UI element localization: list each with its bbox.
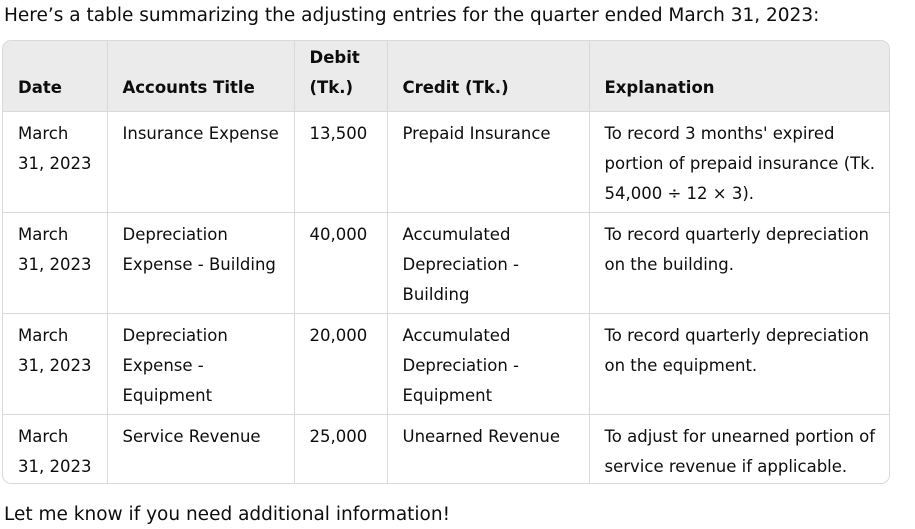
adjusting-entries-table: Date Accounts Title Debit (Tk.) Credit (… [2,40,890,484]
table-row: March 31, 2023 Service Revenue 25,000 Un… [3,414,889,483]
cell-debit: 13,500 [294,111,388,213]
header-date: Date [3,41,108,112]
cell-debit: 25,000 [294,414,388,483]
cell-debit: 20,000 [294,313,388,415]
cell-explanation: To adjust for unearned portion of servic… [604,426,876,476]
header-explanation: Explanation [589,41,889,112]
table-header-row: Date Accounts Title Debit (Tk.) Credit (… [3,41,889,112]
cell-date: March 31, 2023 [3,414,108,483]
header-credit: Credit (Tk.) [387,41,590,112]
table-row: March 31, 2023 Depreciation Expense - Bu… [3,212,889,314]
cell-account: Service Revenue [107,414,295,483]
table-row: March 31, 2023 Depreciation Expense - Eq… [3,313,889,415]
header-accounts-title: Accounts Title [107,41,295,112]
cell-debit: 40,000 [294,212,388,314]
cell-credit: Accumulated Depreciation - Equipment [387,313,590,415]
cell-credit: Accumulated Depreciation - Building [387,212,590,314]
cell-date: March 31, 2023 [3,313,108,415]
cell-credit: Unearned Revenue [387,414,590,483]
cell-date: March 31, 2023 [3,111,108,213]
cell-date: March 31, 2023 [3,212,108,314]
cell-credit: Prepaid Insurance [387,111,590,213]
cell-explanation: To record quarterly depreciation on the … [589,212,889,314]
cell-account: Depreciation Expense - Building [107,212,295,314]
cell-account: Depreciation Expense - Equipment [107,313,295,415]
table-row: March 31, 2023 Insurance Expense 13,500 … [3,111,889,213]
header-debit: Debit (Tk.) [294,41,388,112]
intro-text: Here’s a table summarizing the adjusting… [4,5,820,26]
cell-account: Insurance Expense [107,111,295,213]
cell-explanation: To record 3 months' expired portion of p… [589,111,889,213]
cell-explanation: To record quarterly depreciation on the … [589,313,889,415]
outro-text: Let me know if you need additional infor… [4,504,451,525]
